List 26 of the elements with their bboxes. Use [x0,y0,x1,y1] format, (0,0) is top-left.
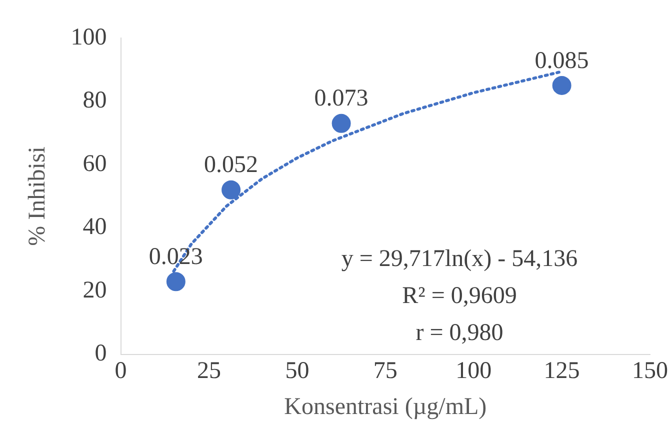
point [222,180,241,200]
y-axis-title: % Inhibisi [24,146,51,246]
x-tick-label: 150 [632,358,668,384]
x-tick-label: 100 [456,358,492,384]
annotation: 0.052 [204,152,258,178]
x-tick-label: 25 [197,358,221,384]
x-tick-label: 0 [114,358,127,384]
x-tick-label: 50 [285,358,310,384]
annotation: 0.073 [314,86,368,112]
y-tick-label: 60 [82,150,107,177]
point [166,272,186,292]
y-tick-label: 80 [82,88,107,114]
y-tick-label: 40 [82,214,107,240]
annotation: 0.085 [534,48,589,74]
x-tick-label: 125 [544,358,580,384]
annotation: 0.023 [148,244,203,270]
x-tick-label: 75 [373,358,398,384]
annotation: R² = 0,9609 [402,282,517,309]
point [552,76,572,95]
annotation: r = 0,980 [416,320,504,346]
y-tick-label: 20 [82,277,107,304]
y-tick-label: 100 [70,24,107,50]
annotation: y = 29,717ln(x) - 54,136 [341,246,578,272]
point [332,114,351,133]
x-axis-title: Konsentrasi (µg/mL) [284,394,487,420]
y-tick-label: 0 [94,340,107,367]
